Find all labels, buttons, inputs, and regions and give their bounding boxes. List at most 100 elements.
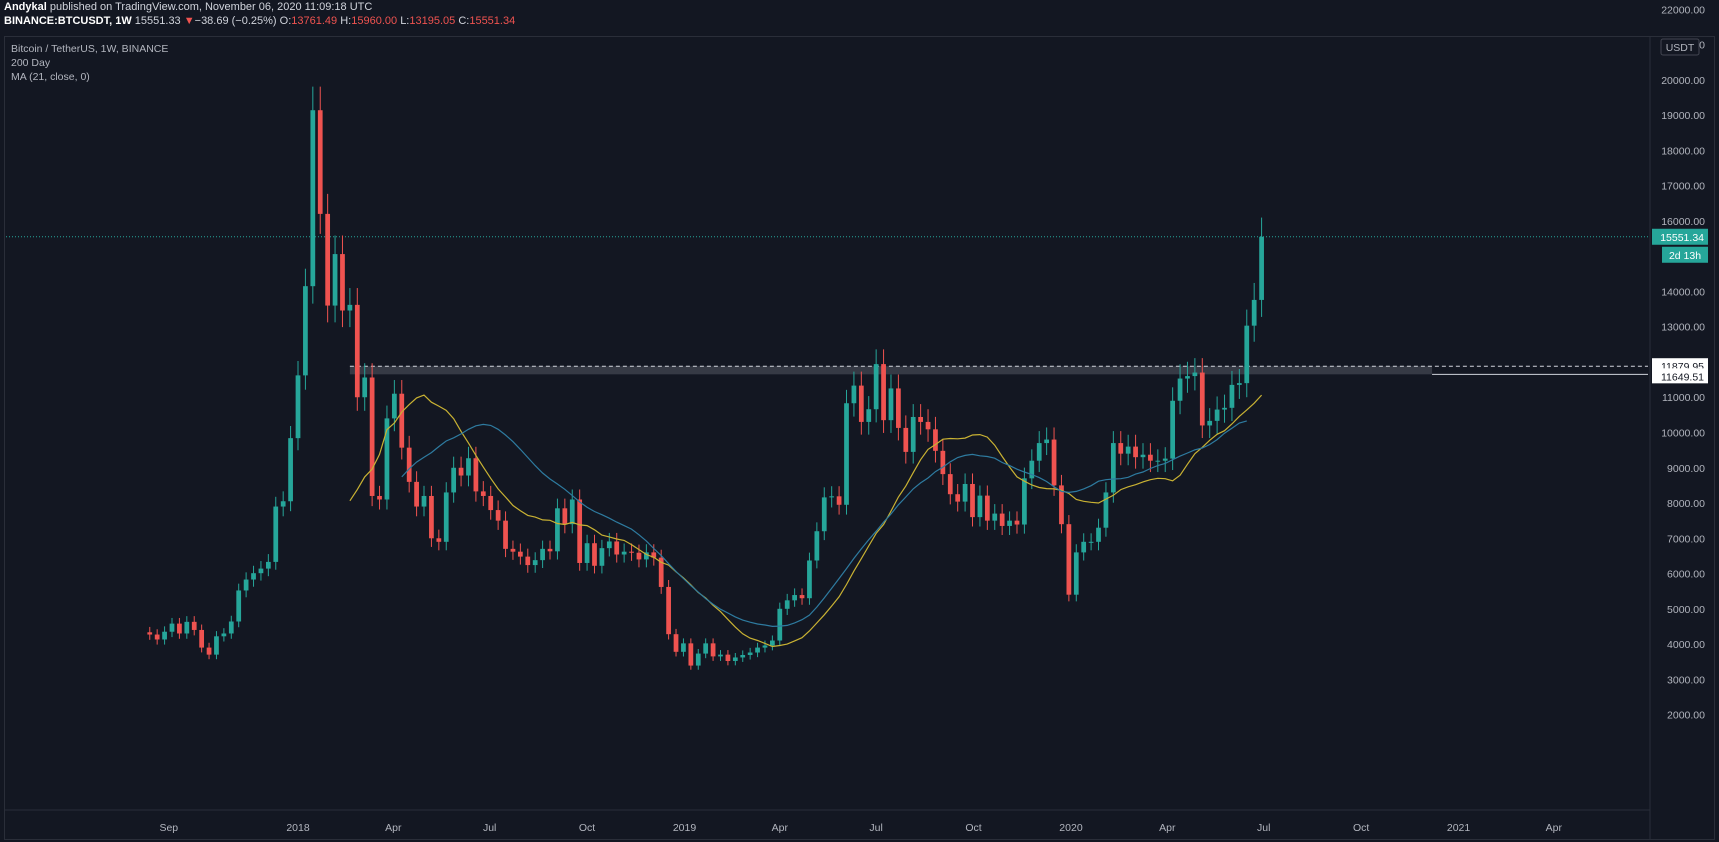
candle[interactable] xyxy=(829,496,835,498)
candle[interactable] xyxy=(280,501,286,507)
candle[interactable] xyxy=(999,513,1005,526)
candle[interactable] xyxy=(236,590,242,622)
candle[interactable] xyxy=(807,560,812,599)
candle[interactable] xyxy=(718,654,723,657)
candle[interactable] xyxy=(525,556,531,566)
candle[interactable] xyxy=(740,654,746,658)
candle[interactable] xyxy=(977,495,983,518)
candle[interactable] xyxy=(214,636,219,655)
candle[interactable] xyxy=(251,573,256,580)
candle[interactable] xyxy=(666,586,671,635)
symbol-title[interactable]: Bitcoin / TetherUS, 1W, BINANCE xyxy=(11,43,169,55)
candle[interactable] xyxy=(725,654,731,661)
candle[interactable] xyxy=(933,429,938,451)
candle[interactable] xyxy=(1014,520,1020,525)
candle[interactable] xyxy=(1110,443,1116,493)
candle[interactable] xyxy=(458,467,464,476)
candle[interactable] xyxy=(866,409,872,422)
candle[interactable] xyxy=(1066,524,1072,595)
currency-box[interactable] xyxy=(1660,38,1700,56)
candle[interactable] xyxy=(1140,454,1146,458)
candle[interactable] xyxy=(681,643,686,652)
candle[interactable] xyxy=(1073,552,1079,595)
candle[interactable] xyxy=(228,621,234,634)
candle[interactable] xyxy=(1103,492,1109,528)
currency-label[interactable]: USDT xyxy=(1666,42,1695,54)
resistance-zone[interactable] xyxy=(349,366,1433,375)
candle[interactable] xyxy=(688,643,694,666)
candle[interactable] xyxy=(732,657,738,661)
candle[interactable] xyxy=(436,538,442,542)
candle[interactable] xyxy=(1118,443,1124,454)
candle[interactable] xyxy=(844,403,849,505)
candle[interactable] xyxy=(451,467,457,493)
candle[interactable] xyxy=(1044,439,1050,444)
ma-fast-line[interactable] xyxy=(349,394,1263,648)
candle[interactable] xyxy=(399,393,405,448)
candle[interactable] xyxy=(1259,236,1264,300)
candle[interactable] xyxy=(821,497,827,532)
candle[interactable] xyxy=(784,600,790,609)
candle[interactable] xyxy=(340,254,345,311)
candle[interactable] xyxy=(851,385,857,404)
candle[interactable] xyxy=(1207,420,1213,426)
candle[interactable] xyxy=(495,510,501,521)
candle[interactable] xyxy=(695,653,701,666)
candle[interactable] xyxy=(1096,527,1101,542)
candle[interactable] xyxy=(962,483,968,502)
candle[interactable] xyxy=(1192,372,1198,377)
candle[interactable] xyxy=(1036,443,1042,461)
candle[interactable] xyxy=(510,548,516,552)
candle[interactable] xyxy=(1229,384,1235,408)
candle[interactable] xyxy=(1148,454,1153,461)
candle[interactable] xyxy=(429,495,434,539)
candle[interactable] xyxy=(1185,376,1190,379)
candle[interactable] xyxy=(673,634,679,652)
candle[interactable] xyxy=(317,110,323,214)
candle[interactable] xyxy=(881,364,886,421)
candle[interactable] xyxy=(888,388,894,421)
candle[interactable] xyxy=(369,377,375,496)
candle[interactable] xyxy=(265,561,271,569)
candle[interactable] xyxy=(814,531,820,561)
candle[interactable] xyxy=(547,548,553,552)
candle[interactable] xyxy=(1125,446,1131,454)
candle[interactable] xyxy=(1007,520,1012,526)
candle[interactable] xyxy=(1199,372,1205,426)
candle[interactable] xyxy=(303,286,308,376)
candle[interactable] xyxy=(569,499,575,525)
candle[interactable] xyxy=(362,377,368,398)
candle[interactable] xyxy=(970,483,975,518)
indicator-200-day[interactable]: 200 Day xyxy=(11,57,51,69)
candle[interactable] xyxy=(1081,541,1087,553)
candle[interactable] xyxy=(1155,460,1161,462)
candle[interactable] xyxy=(273,506,279,562)
candle[interactable] xyxy=(592,543,597,566)
candle[interactable] xyxy=(562,508,568,525)
candle[interactable] xyxy=(1022,478,1027,525)
candle[interactable] xyxy=(1251,299,1257,326)
candle[interactable] xyxy=(1162,458,1168,461)
indicator-ma-21[interactable]: MA (21, close, 0) xyxy=(11,71,90,83)
candle[interactable] xyxy=(243,579,249,591)
candle[interactable] xyxy=(577,499,583,563)
candle[interactable] xyxy=(288,438,293,502)
candle[interactable] xyxy=(414,481,419,507)
candle[interactable] xyxy=(651,552,657,558)
candle[interactable] xyxy=(614,541,620,555)
candle[interactable] xyxy=(910,416,916,452)
candle[interactable] xyxy=(443,492,449,542)
candle[interactable] xyxy=(644,552,649,560)
candle[interactable] xyxy=(1059,485,1064,525)
candle[interactable] xyxy=(325,213,331,306)
candle[interactable] xyxy=(1088,541,1094,543)
candle[interactable] xyxy=(755,647,760,653)
candle[interactable] xyxy=(1029,460,1035,479)
candle[interactable] xyxy=(599,548,605,566)
candle[interactable] xyxy=(606,541,612,549)
candle[interactable] xyxy=(191,621,197,630)
candle[interactable] xyxy=(792,595,797,601)
candle[interactable] xyxy=(770,640,775,646)
candle[interactable] xyxy=(984,495,990,521)
candle[interactable] xyxy=(540,548,545,561)
